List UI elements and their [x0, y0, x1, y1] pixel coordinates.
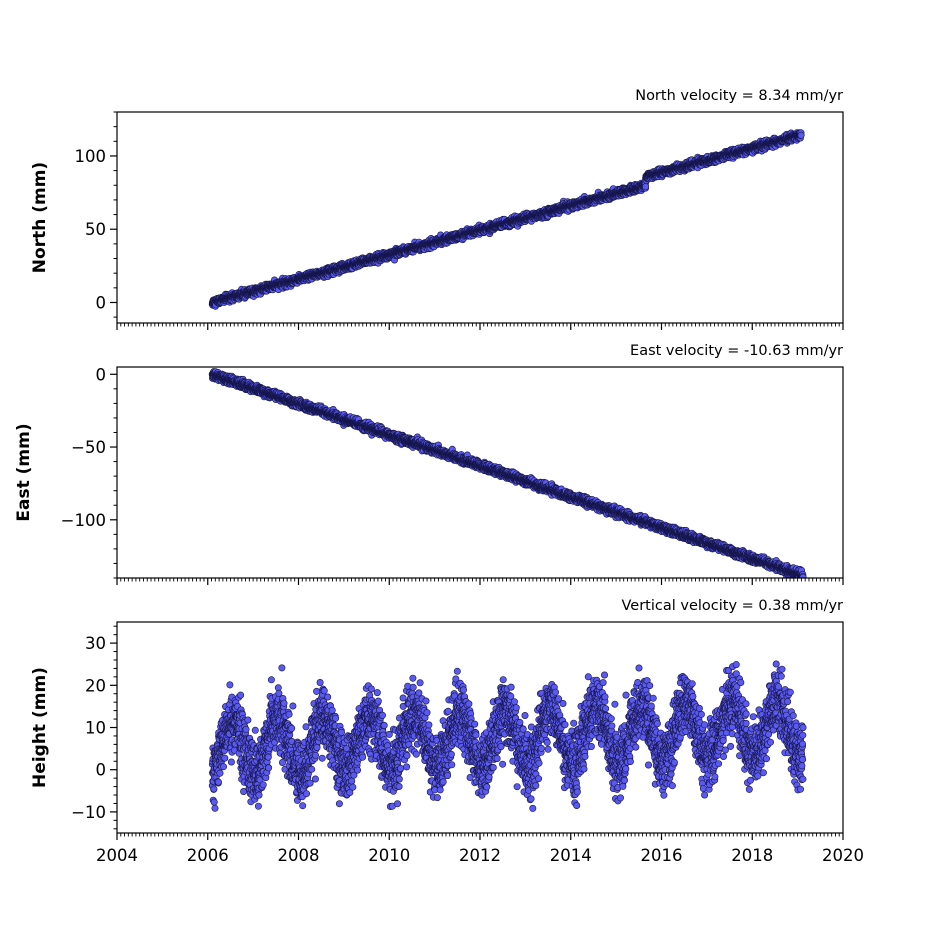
y-tick-label: 100	[75, 147, 107, 166]
data-points	[208, 129, 805, 310]
y-axis-label: North (mm)	[30, 162, 50, 273]
y-tick-label: 0	[96, 293, 107, 312]
data-points	[208, 368, 807, 578]
velocity-annotation: North velocity = 8.34 mm/yr	[635, 88, 843, 104]
data-point	[642, 183, 650, 191]
panel-1: 0 50 100 North (mm) North velocity = 8.34 mm…	[30, 88, 844, 330]
data-point	[797, 131, 805, 139]
y-tick-label: 50	[85, 220, 106, 239]
